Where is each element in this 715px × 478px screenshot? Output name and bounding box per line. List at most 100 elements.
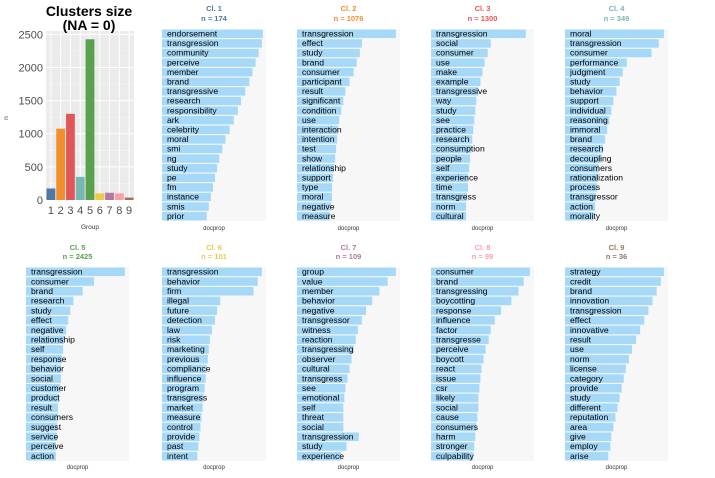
word-bar (565, 432, 612, 442)
panel-title: Cl. 4 (609, 4, 626, 13)
word-bar (162, 374, 206, 383)
panel-x-axis-label: docprop (606, 226, 628, 232)
word-bar (431, 286, 519, 296)
y-tick-label: 1500 (19, 96, 43, 108)
word-label: license (570, 364, 597, 374)
word-label: relationship (31, 334, 75, 344)
word-bar (565, 451, 609, 461)
word-bar (162, 154, 220, 163)
word-bar (26, 296, 74, 306)
word-bar (297, 135, 338, 144)
word-bar (431, 125, 474, 135)
word-bar (297, 374, 348, 383)
word-bar (26, 335, 65, 345)
word-bar (565, 154, 602, 163)
word-label: type (302, 182, 318, 192)
word-bar (297, 106, 342, 115)
word-label: consumer (436, 48, 474, 58)
word-bar (565, 267, 664, 277)
word-bar (565, 135, 606, 144)
word-bar (565, 364, 626, 374)
word-bar (162, 39, 262, 48)
word-label: transgression (302, 431, 354, 441)
y-tick-label: 500 (25, 162, 43, 174)
word-label: responsibility (167, 105, 217, 115)
bar-group-2 (56, 128, 66, 200)
word-label: cause (436, 412, 459, 422)
word-bar (26, 451, 56, 461)
word-label: behavior (167, 276, 200, 286)
x-tick-label: 4 (77, 205, 83, 217)
word-label: transgress (302, 373, 342, 383)
word-bar (431, 106, 476, 115)
word-bar (26, 403, 58, 412)
panel-subtitle: n = 36 (606, 252, 627, 261)
x-axis-label: Group (81, 224, 99, 231)
word-label: issue (436, 373, 456, 383)
word-bar (565, 316, 645, 325)
word-label: study (302, 48, 323, 58)
word-label: consumption (436, 144, 485, 154)
panel-subtitle: n = 101 (201, 252, 227, 261)
panel-subtitle: n = 2425 (63, 252, 93, 261)
word-label: measure (302, 211, 336, 221)
word-label: social (31, 373, 53, 383)
word-label: likely (436, 393, 456, 403)
word-label: study (31, 305, 52, 315)
word-label: reasoning (570, 115, 608, 125)
word-label: compliance (167, 364, 211, 374)
word-bar (565, 29, 664, 39)
panel-title: Cl. 1 (206, 4, 222, 13)
word-bar (162, 267, 262, 277)
word-label: significant (302, 96, 341, 106)
cluster-panel-9: Cl. 9n = 36 strategycreditbrandinnovation… (565, 243, 668, 471)
word-bar (431, 364, 482, 374)
word-bar (431, 325, 491, 335)
word-bar (26, 316, 69, 325)
word-label: individual (570, 105, 606, 115)
word-bar (565, 39, 659, 48)
chart-title: Clusters size (46, 3, 133, 19)
word-label: brand (31, 286, 53, 296)
word-bar (565, 442, 611, 451)
word-label: consumers (570, 163, 612, 173)
panel-subtitle: n = 99 (472, 252, 493, 261)
word-label: transgression (167, 38, 219, 48)
bar-group-5 (85, 39, 95, 200)
word-label: fm (167, 182, 177, 192)
word-label: self (31, 344, 45, 354)
y-tick-label: 2500 (19, 29, 43, 41)
panel-subtitle: n = 109 (336, 252, 362, 261)
word-bar (162, 173, 216, 183)
word-bar (162, 354, 208, 364)
word-label: employ (570, 441, 598, 451)
word-bar (162, 335, 210, 345)
word-label: see (302, 383, 316, 393)
word-bar (565, 393, 620, 403)
word-label: group (302, 267, 324, 277)
word-label: law (167, 325, 181, 335)
word-bar (431, 451, 474, 461)
word-label: transgression (570, 38, 622, 48)
chart-subtitle: (NA = 0) (63, 17, 116, 33)
word-label: interaction (302, 125, 342, 135)
word-label: study (302, 441, 323, 451)
word-bar (297, 354, 352, 364)
word-bar (297, 96, 344, 106)
word-bar (565, 125, 608, 135)
word-label: firm (167, 286, 181, 296)
word-bar (297, 451, 342, 461)
word-label: see (436, 115, 450, 125)
word-bar (297, 144, 337, 154)
word-bar (162, 422, 201, 432)
word-label: time (436, 182, 452, 192)
cluster-panel-5: Cl. 5n = 2425transgressionconsumerbrandr… (26, 243, 129, 471)
word-bar (26, 383, 60, 393)
word-bar (431, 316, 495, 325)
word-bar (565, 144, 604, 154)
word-label: support (570, 96, 599, 106)
word-label: process (570, 182, 600, 192)
word-label: strategy (570, 267, 601, 277)
word-label: prior (167, 211, 184, 221)
